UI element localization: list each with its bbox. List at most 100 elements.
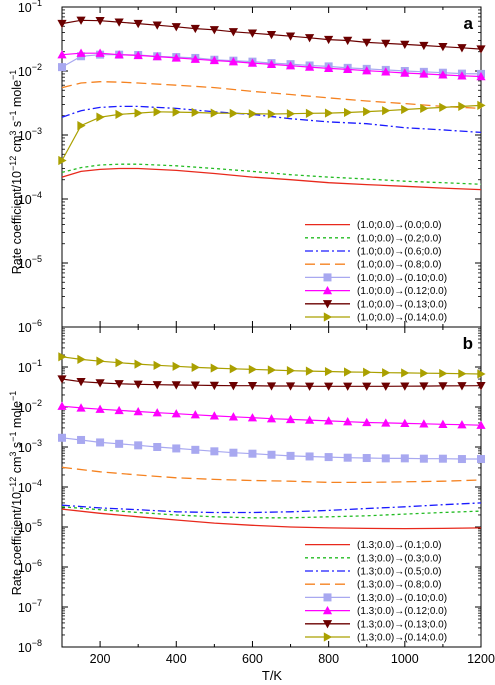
data-point	[191, 362, 200, 372]
series-line-4	[61, 81, 482, 110]
legend-label: (1.3;0.0)→(0.14;0.0)	[357, 633, 447, 644]
data-point	[133, 50, 143, 60]
y-tick-label: 10−8	[18, 638, 42, 655]
data-point	[267, 109, 277, 119]
data-point	[458, 101, 467, 111]
legend-label: (1.0;0.0)→(0.10;0.0)	[357, 273, 447, 284]
data-point	[344, 107, 353, 118]
data-point	[304, 415, 315, 424]
data-point	[285, 61, 296, 70]
data-point	[247, 382, 258, 391]
y-tick-label: 10−3	[18, 126, 42, 143]
data-point	[439, 368, 448, 379]
data-point	[152, 381, 162, 390]
x-tick-label: 800	[318, 652, 339, 666]
data-point	[381, 418, 391, 427]
data-point	[420, 368, 429, 378]
data-point	[362, 417, 372, 427]
data-point	[57, 50, 67, 59]
data-point	[191, 445, 200, 454]
data-point	[114, 405, 124, 415]
data-point	[363, 107, 372, 117]
legend-label: (1.0;0.0)→(0.0;0.0)	[357, 220, 441, 231]
data-point	[153, 360, 162, 370]
data-point	[304, 62, 315, 71]
data-point	[209, 411, 219, 420]
data-point	[324, 453, 333, 462]
y-tick-label: 10−1	[18, 0, 42, 15]
data-point	[76, 403, 86, 412]
data-point	[457, 71, 467, 80]
series-line-3	[61, 105, 482, 134]
data-point	[304, 34, 315, 43]
data-point	[362, 382, 372, 391]
data-point	[401, 104, 410, 115]
data-point	[266, 414, 277, 423]
panel-a: 10−6 10−5 10−4 10−3 10−2 10−1 a (1.0;0.0)→(0.0;…	[18, 0, 486, 335]
data-point	[152, 21, 162, 30]
series-line-3	[61, 502, 482, 514]
data-point	[381, 67, 391, 76]
series-line-2	[61, 163, 482, 185]
data-point	[172, 107, 181, 117]
legend-marker	[323, 593, 332, 602]
data-point	[228, 412, 239, 421]
data-point	[400, 68, 410, 77]
legend-label: (1.3;0.0)→(0.1;0.0)	[357, 540, 441, 551]
data-point	[381, 454, 390, 463]
legend-label: (1.0;0.0)→(0.14;0.0)	[357, 313, 447, 324]
data-point	[400, 418, 410, 428]
data-point	[419, 69, 429, 78]
data-point	[343, 36, 353, 46]
data-point	[115, 439, 124, 448]
data-point	[476, 71, 486, 81]
x-tick-label: 1200	[467, 652, 495, 666]
data-point	[133, 19, 143, 29]
panel-label: b	[463, 334, 473, 353]
data-point	[400, 382, 410, 391]
x-tick-label: 200	[90, 652, 111, 666]
data-point	[114, 18, 124, 27]
data-point	[362, 454, 371, 463]
data-point	[381, 39, 391, 48]
y-tick-label: 10−5	[18, 254, 42, 271]
legend-label: (1.0;0.0)→(0.8;0.0)	[357, 260, 441, 271]
y-tick-label: 10−2	[18, 398, 42, 415]
data-point	[134, 108, 143, 118]
data-point	[400, 40, 410, 50]
legend-label: (1.3;0.0)→(0.5;0.0)	[357, 567, 441, 578]
data-point	[344, 367, 353, 377]
data-point	[439, 102, 448, 112]
legend-label: (1.3;0.0)→(0.13;0.0)	[357, 619, 447, 630]
data-point	[420, 103, 429, 114]
data-point	[114, 50, 124, 59]
y-tick-label: 10−3	[18, 438, 42, 455]
data-point	[477, 100, 486, 111]
legend-marker	[323, 312, 333, 322]
data-point	[457, 44, 467, 53]
data-point	[343, 382, 353, 391]
legend: (1.0;0.0)→(0.0;0.0) (1.0;0.0)→(0.2;0.0) (1…	[305, 220, 447, 324]
data-point	[457, 382, 467, 391]
series-line-1	[61, 508, 482, 530]
data-point	[362, 66, 372, 75]
data-point	[476, 382, 486, 391]
data-point	[76, 48, 86, 57]
data-point	[419, 41, 429, 51]
data-point	[209, 381, 219, 391]
data-point	[476, 45, 486, 54]
data-point	[324, 63, 334, 73]
legend-label: (1.0;0.0)→(0.13;0.0)	[357, 299, 447, 310]
data-point	[286, 451, 295, 460]
data-point	[171, 381, 181, 390]
data-point	[114, 380, 124, 389]
data-point	[266, 30, 277, 40]
y-tick-label: 10−1	[18, 358, 42, 375]
y-tick-label: 10−5	[18, 518, 42, 535]
data-point	[58, 63, 66, 72]
data-point	[476, 420, 486, 429]
data-point	[457, 420, 467, 429]
data-point	[343, 64, 353, 74]
data-point	[305, 108, 315, 118]
